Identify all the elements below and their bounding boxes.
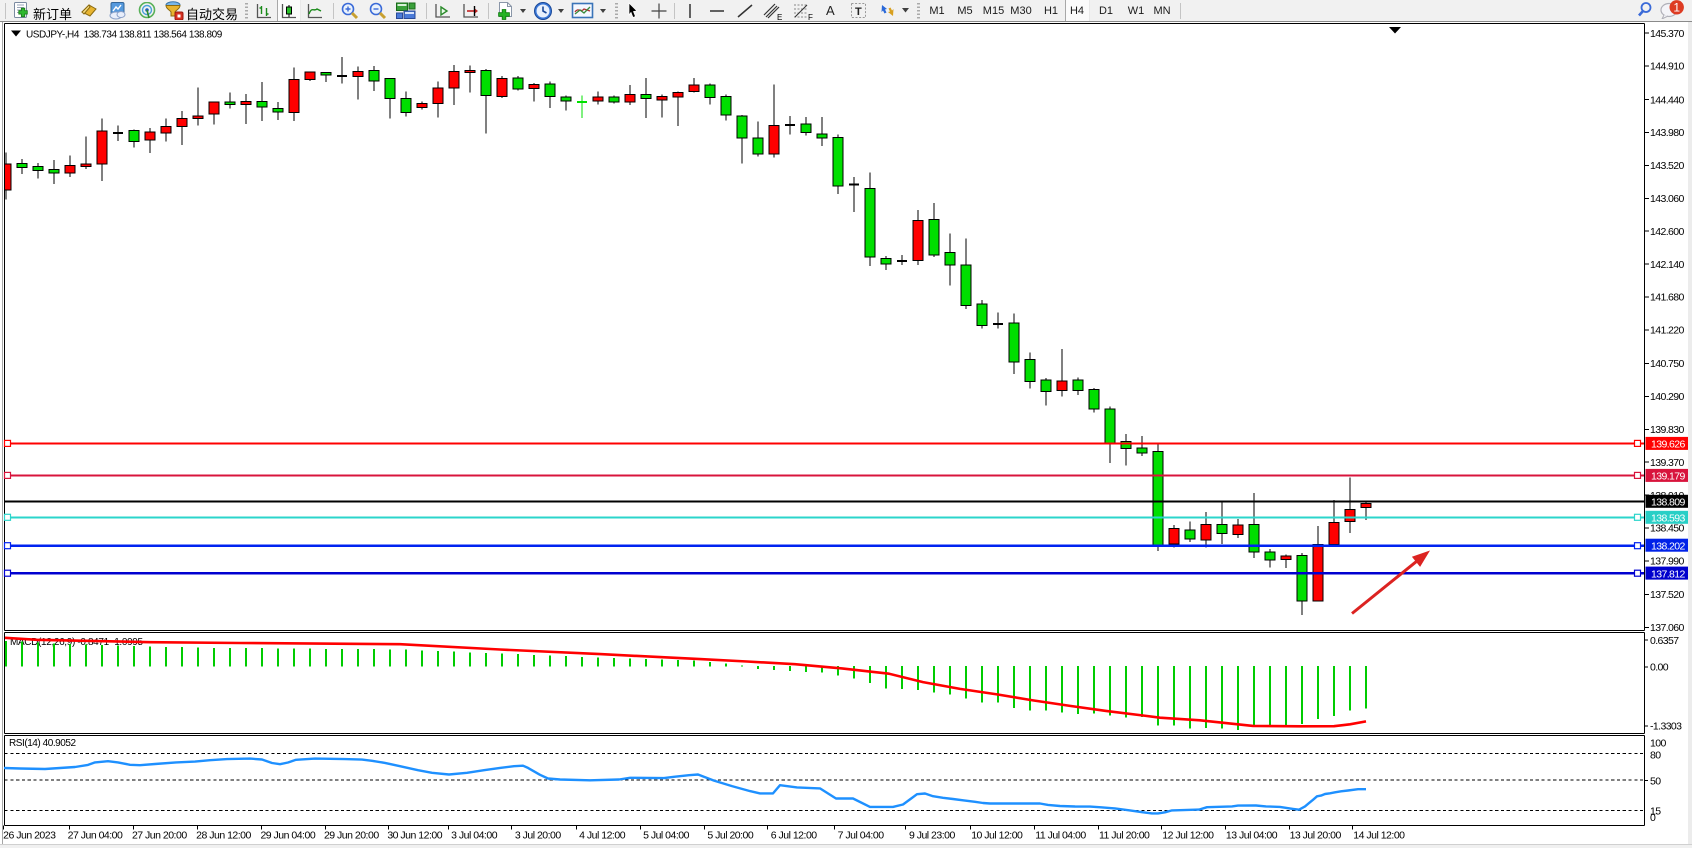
svg-text:27 Jun 04:00: 27 Jun 04:00 [68,830,123,842]
svg-text:143.060: 143.060 [1650,193,1685,205]
svg-text:15: 15 [1650,806,1661,818]
svg-text:143.980: 143.980 [1650,127,1685,139]
svg-text:3 Jul 04:00: 3 Jul 04:00 [451,830,498,842]
svg-text:MACD(12,26,9) -0.8471 -1.0995: MACD(12,26,9) -0.8471 -1.0995 [10,637,143,648]
svg-text:50: 50 [1650,775,1661,787]
svg-text:28 Jun 12:00: 28 Jun 12:00 [196,830,251,842]
svg-text:11 Jul 04:00: 11 Jul 04:00 [1035,830,1086,842]
svg-text:137.520: 137.520 [1650,589,1685,601]
svg-text:11 Jul 20:00: 11 Jul 20:00 [1099,830,1150,842]
svg-text:138.450: 138.450 [1650,523,1685,535]
svg-text:T: T [855,6,862,18]
svg-text:30 Jun 12:00: 30 Jun 12:00 [387,830,442,842]
svg-text:5 Jul 20:00: 5 Jul 20:00 [707,830,754,842]
svg-text:29 Jun 20:00: 29 Jun 20:00 [324,830,379,842]
svg-text:7 Jul 04:00: 7 Jul 04:00 [838,830,885,842]
svg-text:3 Jul 20:00: 3 Jul 20:00 [515,830,562,842]
svg-text:139.626: 139.626 [1651,439,1686,451]
svg-text:100: 100 [1650,738,1666,750]
svg-text:27 Jun 20:00: 27 Jun 20:00 [132,830,187,842]
svg-text:26 Jun 2023: 26 Jun 2023 [3,830,56,842]
svg-text:140.750: 140.750 [1650,358,1685,370]
svg-text:F: F [808,13,813,21]
svg-text:138.593: 138.593 [1651,513,1686,525]
svg-text:-1.3303: -1.3303 [1650,721,1682,733]
svg-text:USDJPY-,H4 138.734 138.811 13: USDJPY-,H4 138.734 138.811 138.564 138.8… [26,30,223,41]
svg-text:144.440: 144.440 [1650,94,1685,106]
svg-text:5 Jul 04:00: 5 Jul 04:00 [643,830,690,842]
svg-text:14 Jul 12:00: 14 Jul 12:00 [1353,830,1405,842]
svg-text:144.910: 144.910 [1650,61,1685,73]
svg-text:0: 0 [1650,812,1656,824]
svg-text:RSI(14) 40.9052: RSI(14) 40.9052 [9,738,77,749]
svg-text:13 Jul 04:00: 13 Jul 04:00 [1226,830,1278,842]
svg-text:E: E [777,13,782,21]
svg-text:143.520: 143.520 [1650,160,1685,172]
svg-text:9 Jul 23:00: 9 Jul 23:00 [909,830,956,842]
svg-text:0.6357: 0.6357 [1650,635,1679,647]
svg-text:141.680: 141.680 [1650,292,1685,304]
svg-text:139.370: 139.370 [1650,457,1685,469]
svg-text:0.00: 0.00 [1650,662,1669,674]
svg-text:140.290: 140.290 [1650,391,1685,403]
svg-text:139.830: 139.830 [1650,424,1685,436]
svg-text:13 Jul 20:00: 13 Jul 20:00 [1290,830,1342,842]
svg-text:12 Jul 12:00: 12 Jul 12:00 [1162,830,1214,842]
svg-text:142.140: 142.140 [1650,259,1685,271]
svg-text:29 Jun 04:00: 29 Jun 04:00 [260,830,315,842]
svg-text:141.220: 141.220 [1650,325,1685,337]
svg-text:139.179: 139.179 [1651,471,1686,483]
svg-text:80: 80 [1650,750,1661,762]
svg-text:137.990: 137.990 [1650,556,1685,568]
svg-text:1: 1 [1673,1,1680,15]
svg-text:10 Jul 12:00: 10 Jul 12:00 [971,830,1023,842]
svg-text:6 Jul 12:00: 6 Jul 12:00 [771,830,818,842]
svg-text:142.600: 142.600 [1650,226,1685,238]
svg-text:137.812: 137.812 [1651,568,1686,580]
svg-text:138.202: 138.202 [1651,540,1686,552]
svg-text:137.060: 137.060 [1650,622,1685,634]
svg-text:145.370: 145.370 [1650,28,1685,40]
svg-text:4 Jul 12:00: 4 Jul 12:00 [579,830,626,842]
svg-text:138.809: 138.809 [1651,497,1686,509]
